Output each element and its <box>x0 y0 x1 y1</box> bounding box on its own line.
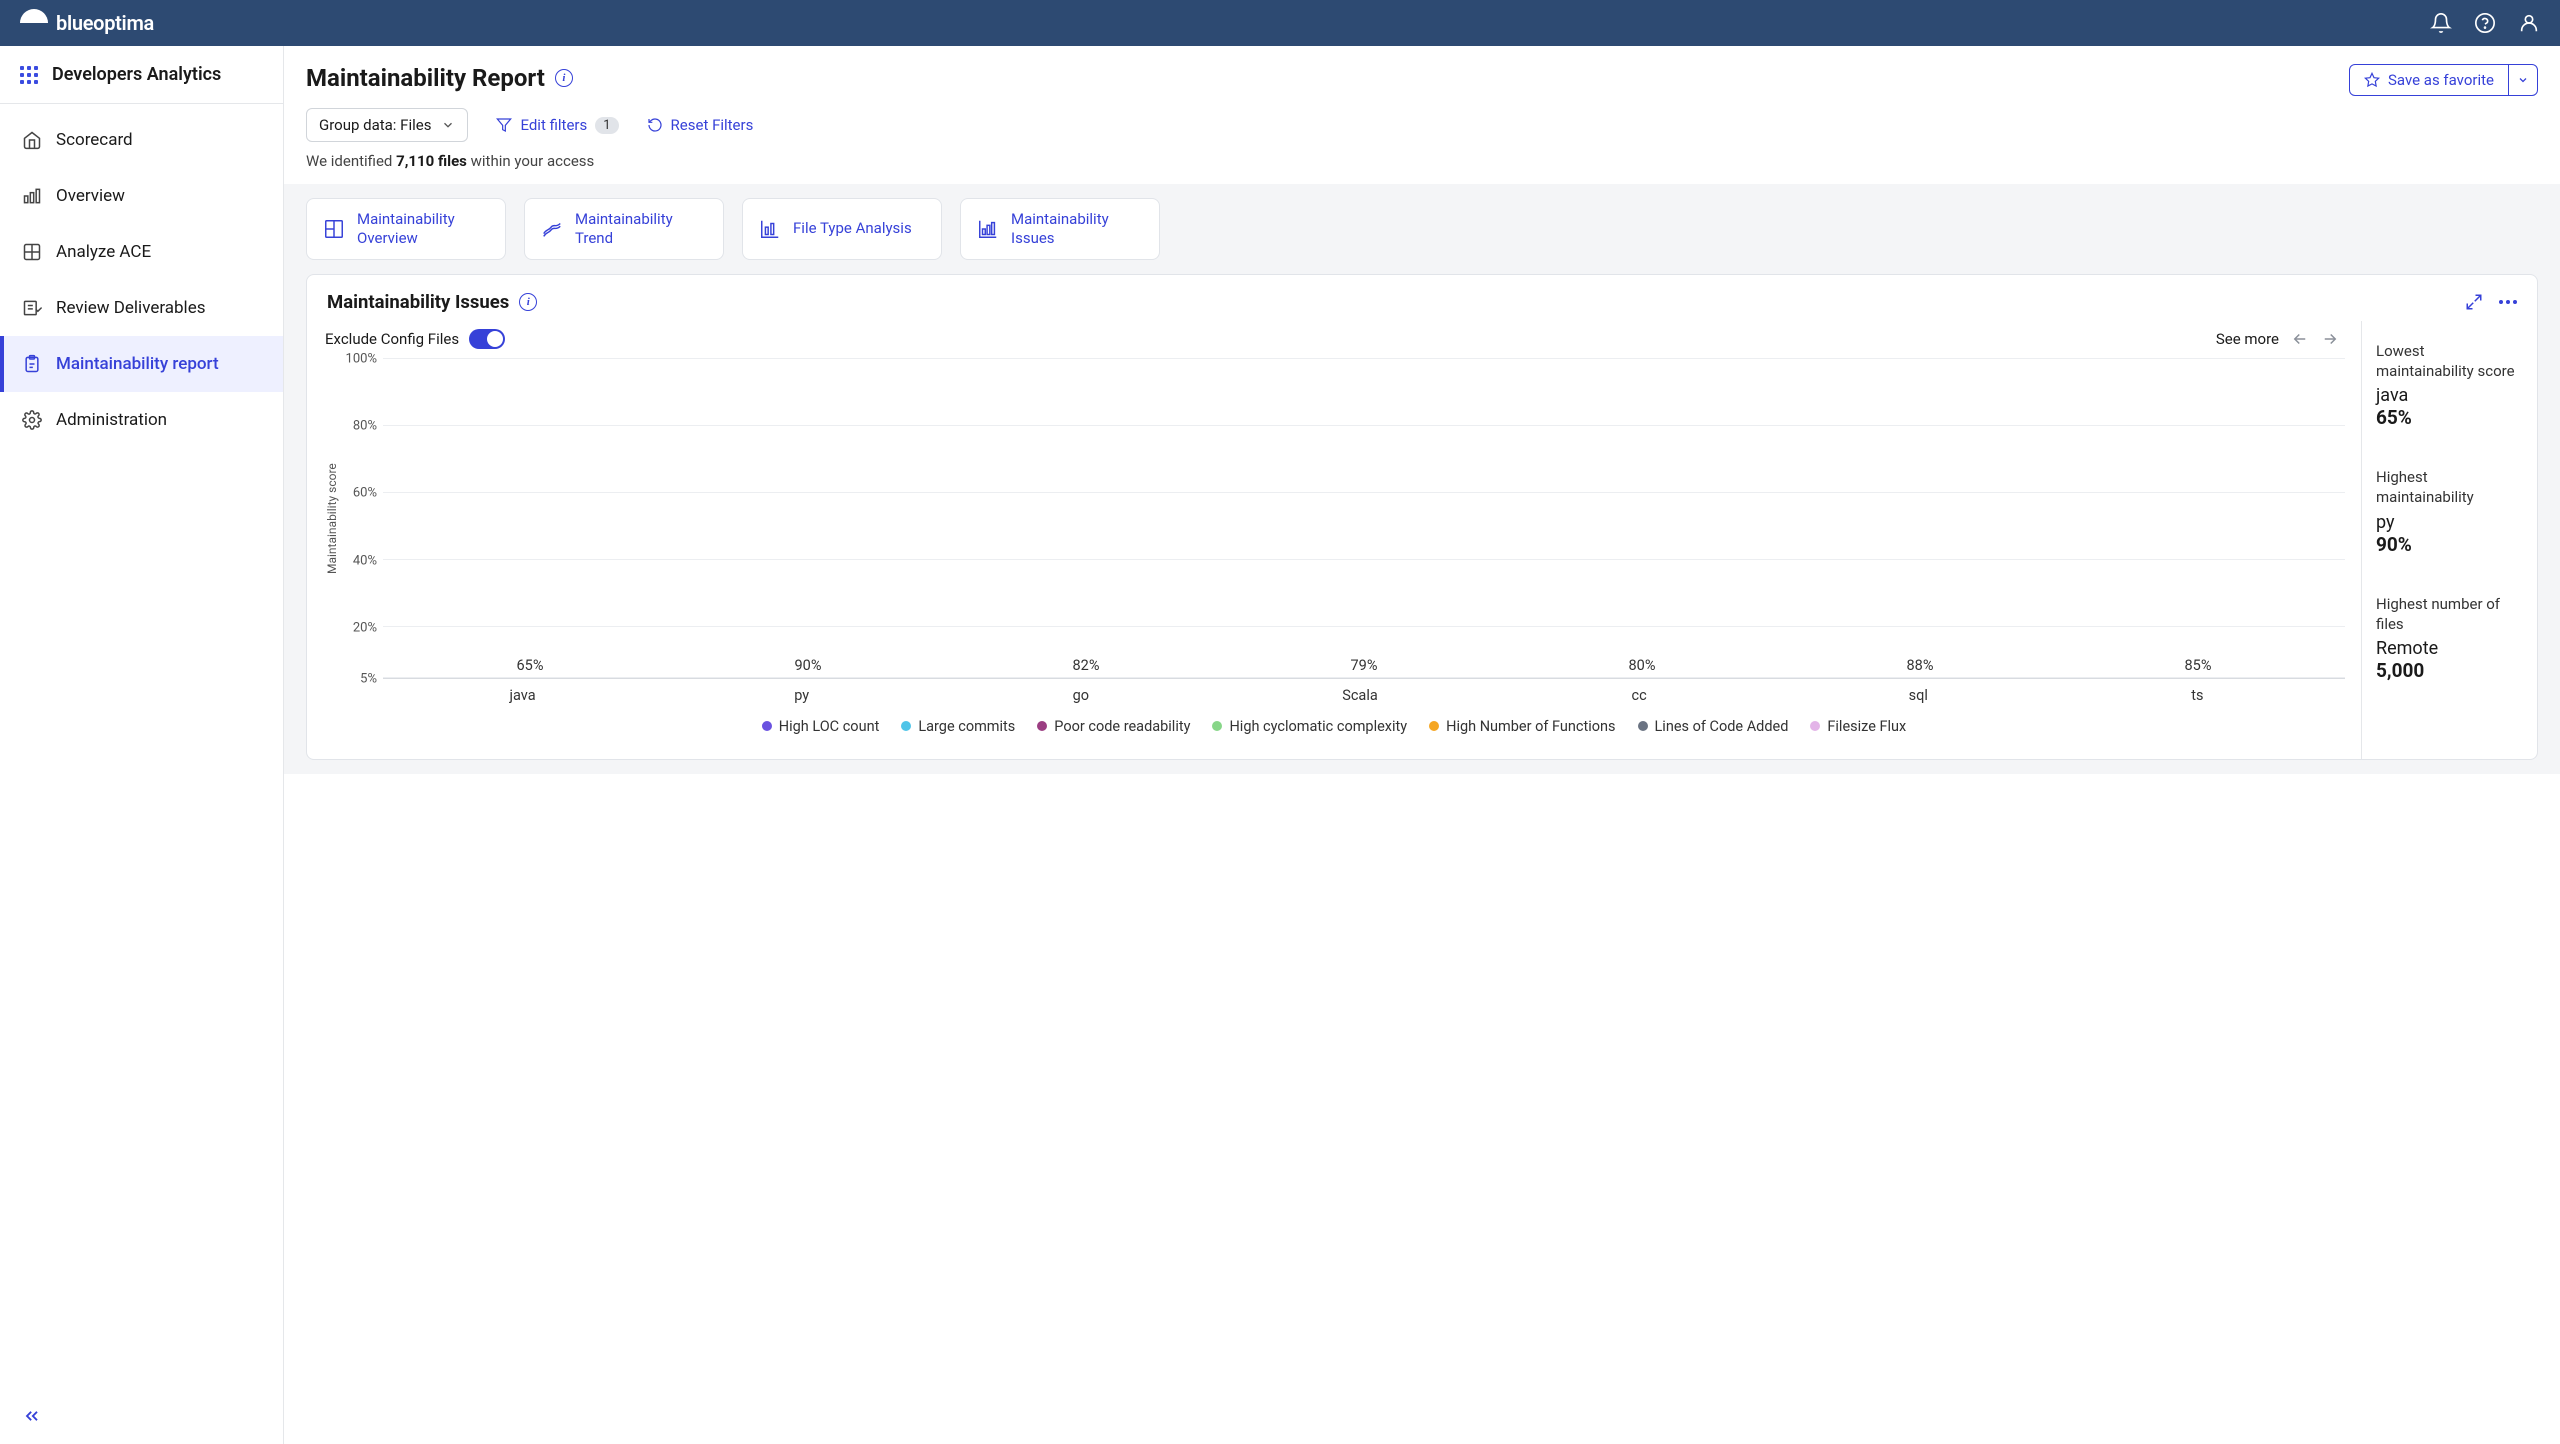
edit-filters-button[interactable]: Edit filters 1 <box>496 116 618 134</box>
filter-icon <box>496 117 512 133</box>
info-icon[interactable]: i <box>555 69 573 87</box>
stat-block: Highest number of filesRemote5,000 <box>2376 594 2523 683</box>
topbar: blueoptima <box>0 0 2560 46</box>
apps-icon <box>20 66 38 84</box>
see-more-link[interactable]: See more <box>2216 330 2279 348</box>
sidebar-collapse[interactable] <box>0 1392 283 1444</box>
legend-item: Filesize Flux <box>1810 718 1906 735</box>
filter-count-badge: 1 <box>595 117 618 134</box>
more-menu-icon[interactable] <box>2499 300 2517 304</box>
tab-maintainability[interactable]: MaintainabilityOverview <box>306 198 506 260</box>
save-favorite-label: Save as favorite <box>2388 71 2494 89</box>
sidebar-item-review-deliverables[interactable]: Review Deliverables <box>0 280 283 336</box>
page-title: Maintainability Report <box>306 64 545 92</box>
arrow-right-icon[interactable] <box>2321 330 2339 348</box>
y-tick: 40% <box>353 553 377 568</box>
arrow-left-icon[interactable] <box>2291 330 2309 348</box>
chart-legend: High LOC count Large commits Poor code rea… <box>323 704 2345 739</box>
sidebar-item-analyze-ace[interactable]: Analyze ACE <box>0 224 283 280</box>
y-tick: 100% <box>346 351 377 366</box>
chevrons-left-icon <box>22 1406 42 1426</box>
sidebar-title: Developers Analytics <box>52 64 221 85</box>
save-favorite-button[interactable]: Save as favorite <box>2350 65 2508 95</box>
legend-item: High Number of Functions <box>1429 718 1615 735</box>
summary-line: We identified 7,110 files within your ac… <box>284 152 2560 184</box>
stats-panel: Lowest maintainability scorejava65% Highe… <box>2362 321 2537 759</box>
legend-item: High cyclomatic complexity <box>1212 718 1407 735</box>
exclude-config-toggle[interactable] <box>469 329 505 349</box>
bell-icon[interactable] <box>2430 12 2452 34</box>
x-axis-labels: javapygoScalaccsqlts <box>323 679 2345 704</box>
y-tick: 80% <box>353 418 377 433</box>
logo-mark-icon <box>20 9 48 37</box>
sidebar-item-scorecard[interactable]: Scorecard <box>0 112 283 168</box>
sidebar: Developers Analytics ScorecardOverviewAn… <box>0 46 284 1444</box>
issues-chart: Maintainability score 5%20%40%60%80%100%… <box>323 359 2345 679</box>
reset-icon <box>647 117 663 133</box>
issues-panel: Maintainability Issues i Exclude Config … <box>306 274 2538 760</box>
stat-block: Highest maintainabilitypy90% <box>2376 467 2523 556</box>
y-tick: 60% <box>353 486 377 501</box>
reset-filters-button[interactable]: Reset Filters <box>647 116 754 134</box>
group-data-label: Group data: Files <box>319 116 431 134</box>
legend-item: Lines of Code Added <box>1638 718 1789 735</box>
save-favorite-group: Save as favorite <box>2349 64 2538 96</box>
brand-name: blueoptima <box>56 11 154 35</box>
report-tabs: MaintainabilityOverview MaintainabilityTr… <box>306 198 2538 260</box>
tab-file-type-analysis[interactable]: File Type Analysis <box>742 198 942 260</box>
stat-block: Lowest maintainability scorejava65% <box>2376 341 2523 430</box>
star-icon <box>2364 72 2380 88</box>
sidebar-item-administration[interactable]: Administration <box>0 392 283 448</box>
user-icon[interactable] <box>2518 12 2540 34</box>
save-favorite-dropdown[interactable] <box>2508 65 2537 95</box>
reset-filters-label: Reset Filters <box>671 116 754 134</box>
toggle-label: Exclude Config Files <box>325 330 459 348</box>
topbar-actions <box>2430 12 2540 34</box>
edit-filters-label: Edit filters <box>520 116 587 134</box>
main-content: Maintainability Report i Save as favorit… <box>284 46 2560 1444</box>
y-tick: 5% <box>360 671 377 686</box>
panel-title: Maintainability Issues <box>327 291 509 313</box>
logo[interactable]: blueoptima <box>20 9 154 37</box>
legend-item: High LOC count <box>762 718 880 735</box>
tab-maintainability[interactable]: MaintainabilityTrend <box>524 198 724 260</box>
legend-item: Poor code readability <box>1037 718 1190 735</box>
expand-icon[interactable] <box>2465 293 2483 311</box>
group-data-select[interactable]: Group data: Files <box>306 108 468 142</box>
help-icon[interactable] <box>2474 12 2496 34</box>
y-axis-label: Maintainability score <box>323 359 341 679</box>
sidebar-item-maintainability-report[interactable]: Maintainability report <box>0 336 283 392</box>
info-icon[interactable]: i <box>519 293 537 311</box>
tab-maintainability[interactable]: MaintainabilityIssues <box>960 198 1160 260</box>
sidebar-nav: ScorecardOverviewAnalyze ACEReview Deliv… <box>0 104 283 1392</box>
sidebar-header[interactable]: Developers Analytics <box>0 46 283 104</box>
chevron-down-icon <box>2517 74 2529 86</box>
y-tick: 20% <box>353 620 377 635</box>
legend-item: Large commits <box>901 718 1015 735</box>
chevron-down-icon <box>441 118 455 132</box>
sidebar-item-overview[interactable]: Overview <box>0 168 283 224</box>
